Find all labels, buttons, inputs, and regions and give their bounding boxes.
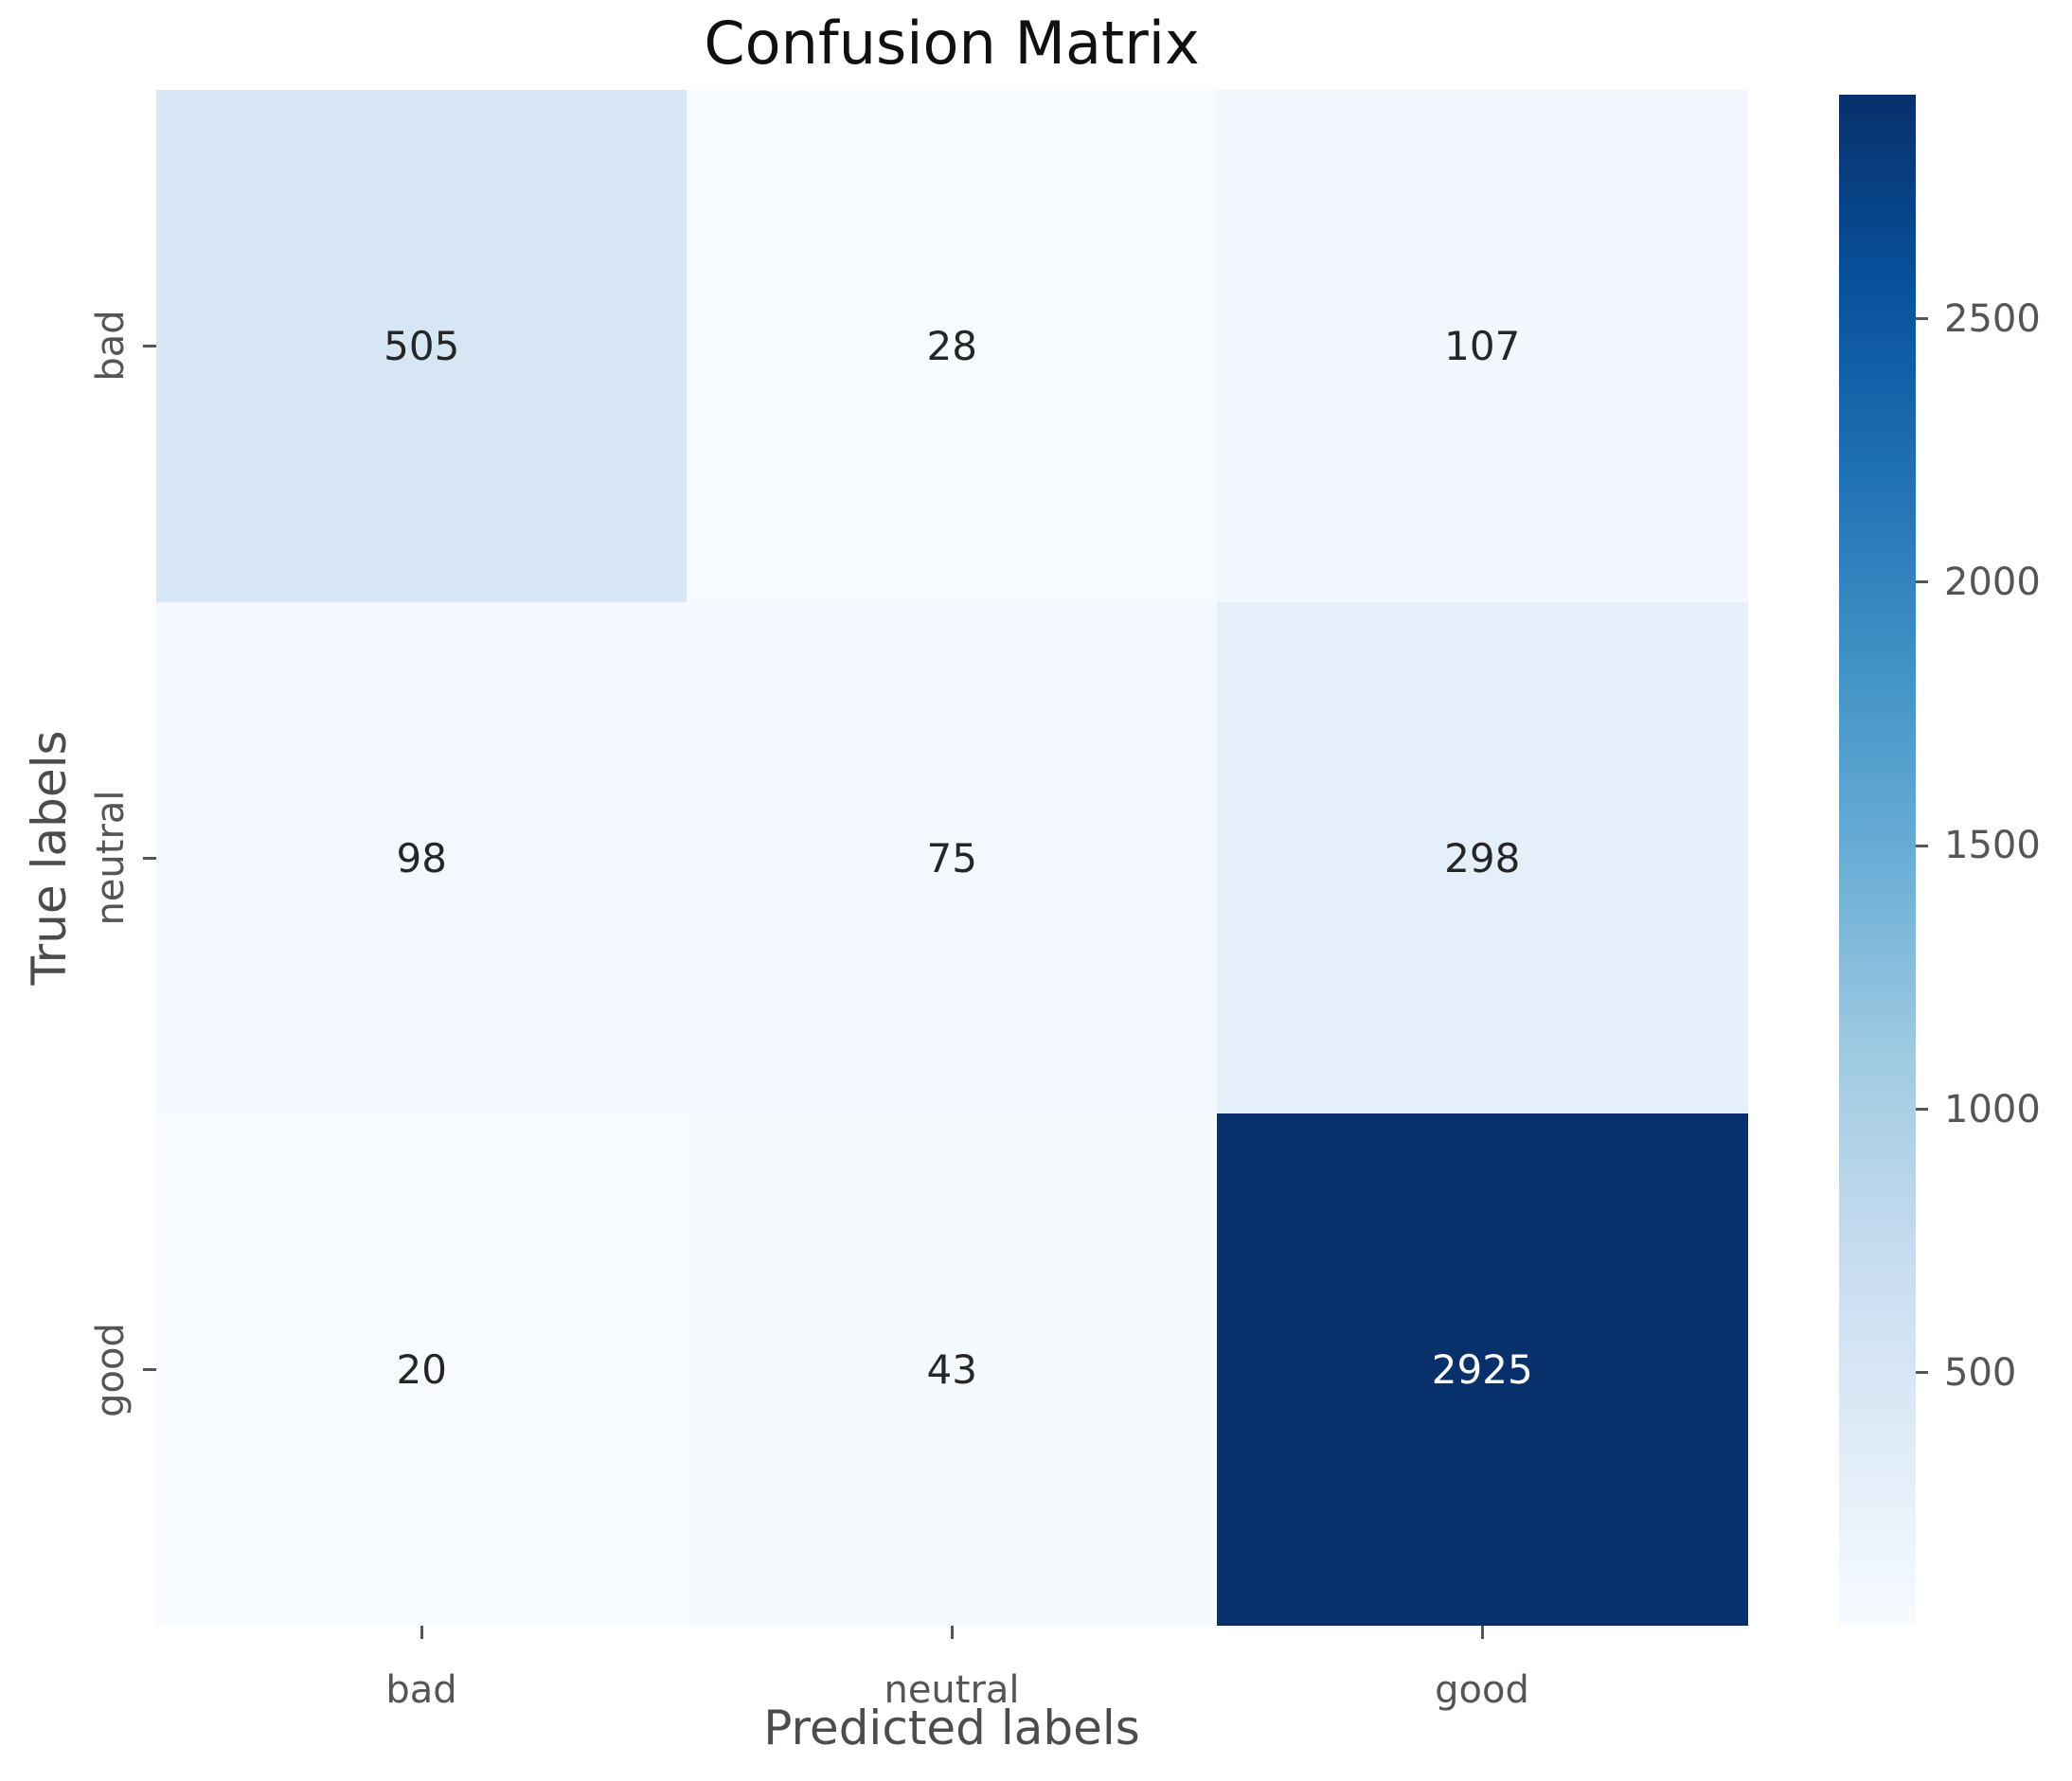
cell-value: 107 <box>1444 323 1521 370</box>
cell-value: 75 <box>926 834 977 882</box>
colorbar-tick-label: 1000 <box>1944 1087 2041 1131</box>
colorbar-tick-mark <box>1916 317 1928 321</box>
y-tick-label: good <box>89 1322 133 1417</box>
x-tick-mark <box>1480 1626 1484 1639</box>
x-tick-mark <box>950 1626 954 1639</box>
cell-value: 43 <box>926 1346 977 1394</box>
colorbar-tick-mark <box>1916 1371 1928 1375</box>
heatmap-cell: 298 <box>1217 601 1748 1114</box>
x-tick-label: good <box>1435 1668 1529 1712</box>
y-tick-label: neutral <box>89 790 133 926</box>
heatmap-cell: 20 <box>156 1113 688 1627</box>
colorbar-tick-label: 1500 <box>1944 824 2041 868</box>
colorbar-tick-label: 2000 <box>1944 560 2041 604</box>
cell-value: 20 <box>396 1346 447 1394</box>
cell-value: 505 <box>384 323 460 370</box>
colorbar-tick-label: 500 <box>1944 1350 2017 1395</box>
x-tick-label: neutral <box>884 1668 1020 1712</box>
cell-value: 98 <box>396 834 447 882</box>
colorbar-tick-mark <box>1916 580 1928 584</box>
cell-value: 28 <box>926 323 977 370</box>
colorbar-tick-mark <box>1916 844 1928 847</box>
heatmap-grid: 505 28 107 98 75 298 20 43 2925 <box>156 90 1748 1627</box>
colorbar-tick-label: 2500 <box>1944 296 2041 341</box>
y-tick-label: bad <box>89 310 133 382</box>
chart-title: Confusion Matrix <box>704 9 1200 78</box>
heatmap-cell: 28 <box>687 90 1218 603</box>
heatmap-cell: 75 <box>687 601 1218 1114</box>
heatmap-cell: 107 <box>1217 90 1748 603</box>
colorbar-tick-mark <box>1916 1108 1928 1111</box>
x-axis-label: Predicted labels <box>763 1701 1140 1755</box>
x-tick-label: bad <box>385 1668 457 1712</box>
cell-value: 298 <box>1444 834 1521 882</box>
y-axis-label: True labels <box>22 730 77 986</box>
heatmap-cell: 2925 <box>1217 1113 1748 1627</box>
heatmap-cell: 98 <box>156 601 688 1114</box>
heatmap-cell: 505 <box>156 90 688 603</box>
y-tick-mark <box>143 344 156 347</box>
x-tick-mark <box>420 1626 423 1639</box>
y-tick-mark <box>143 856 156 860</box>
heatmap-cell: 43 <box>687 1113 1218 1627</box>
colorbar <box>1839 95 1916 1626</box>
y-tick-mark <box>143 1368 156 1372</box>
cell-value: 2925 <box>1431 1346 1533 1394</box>
